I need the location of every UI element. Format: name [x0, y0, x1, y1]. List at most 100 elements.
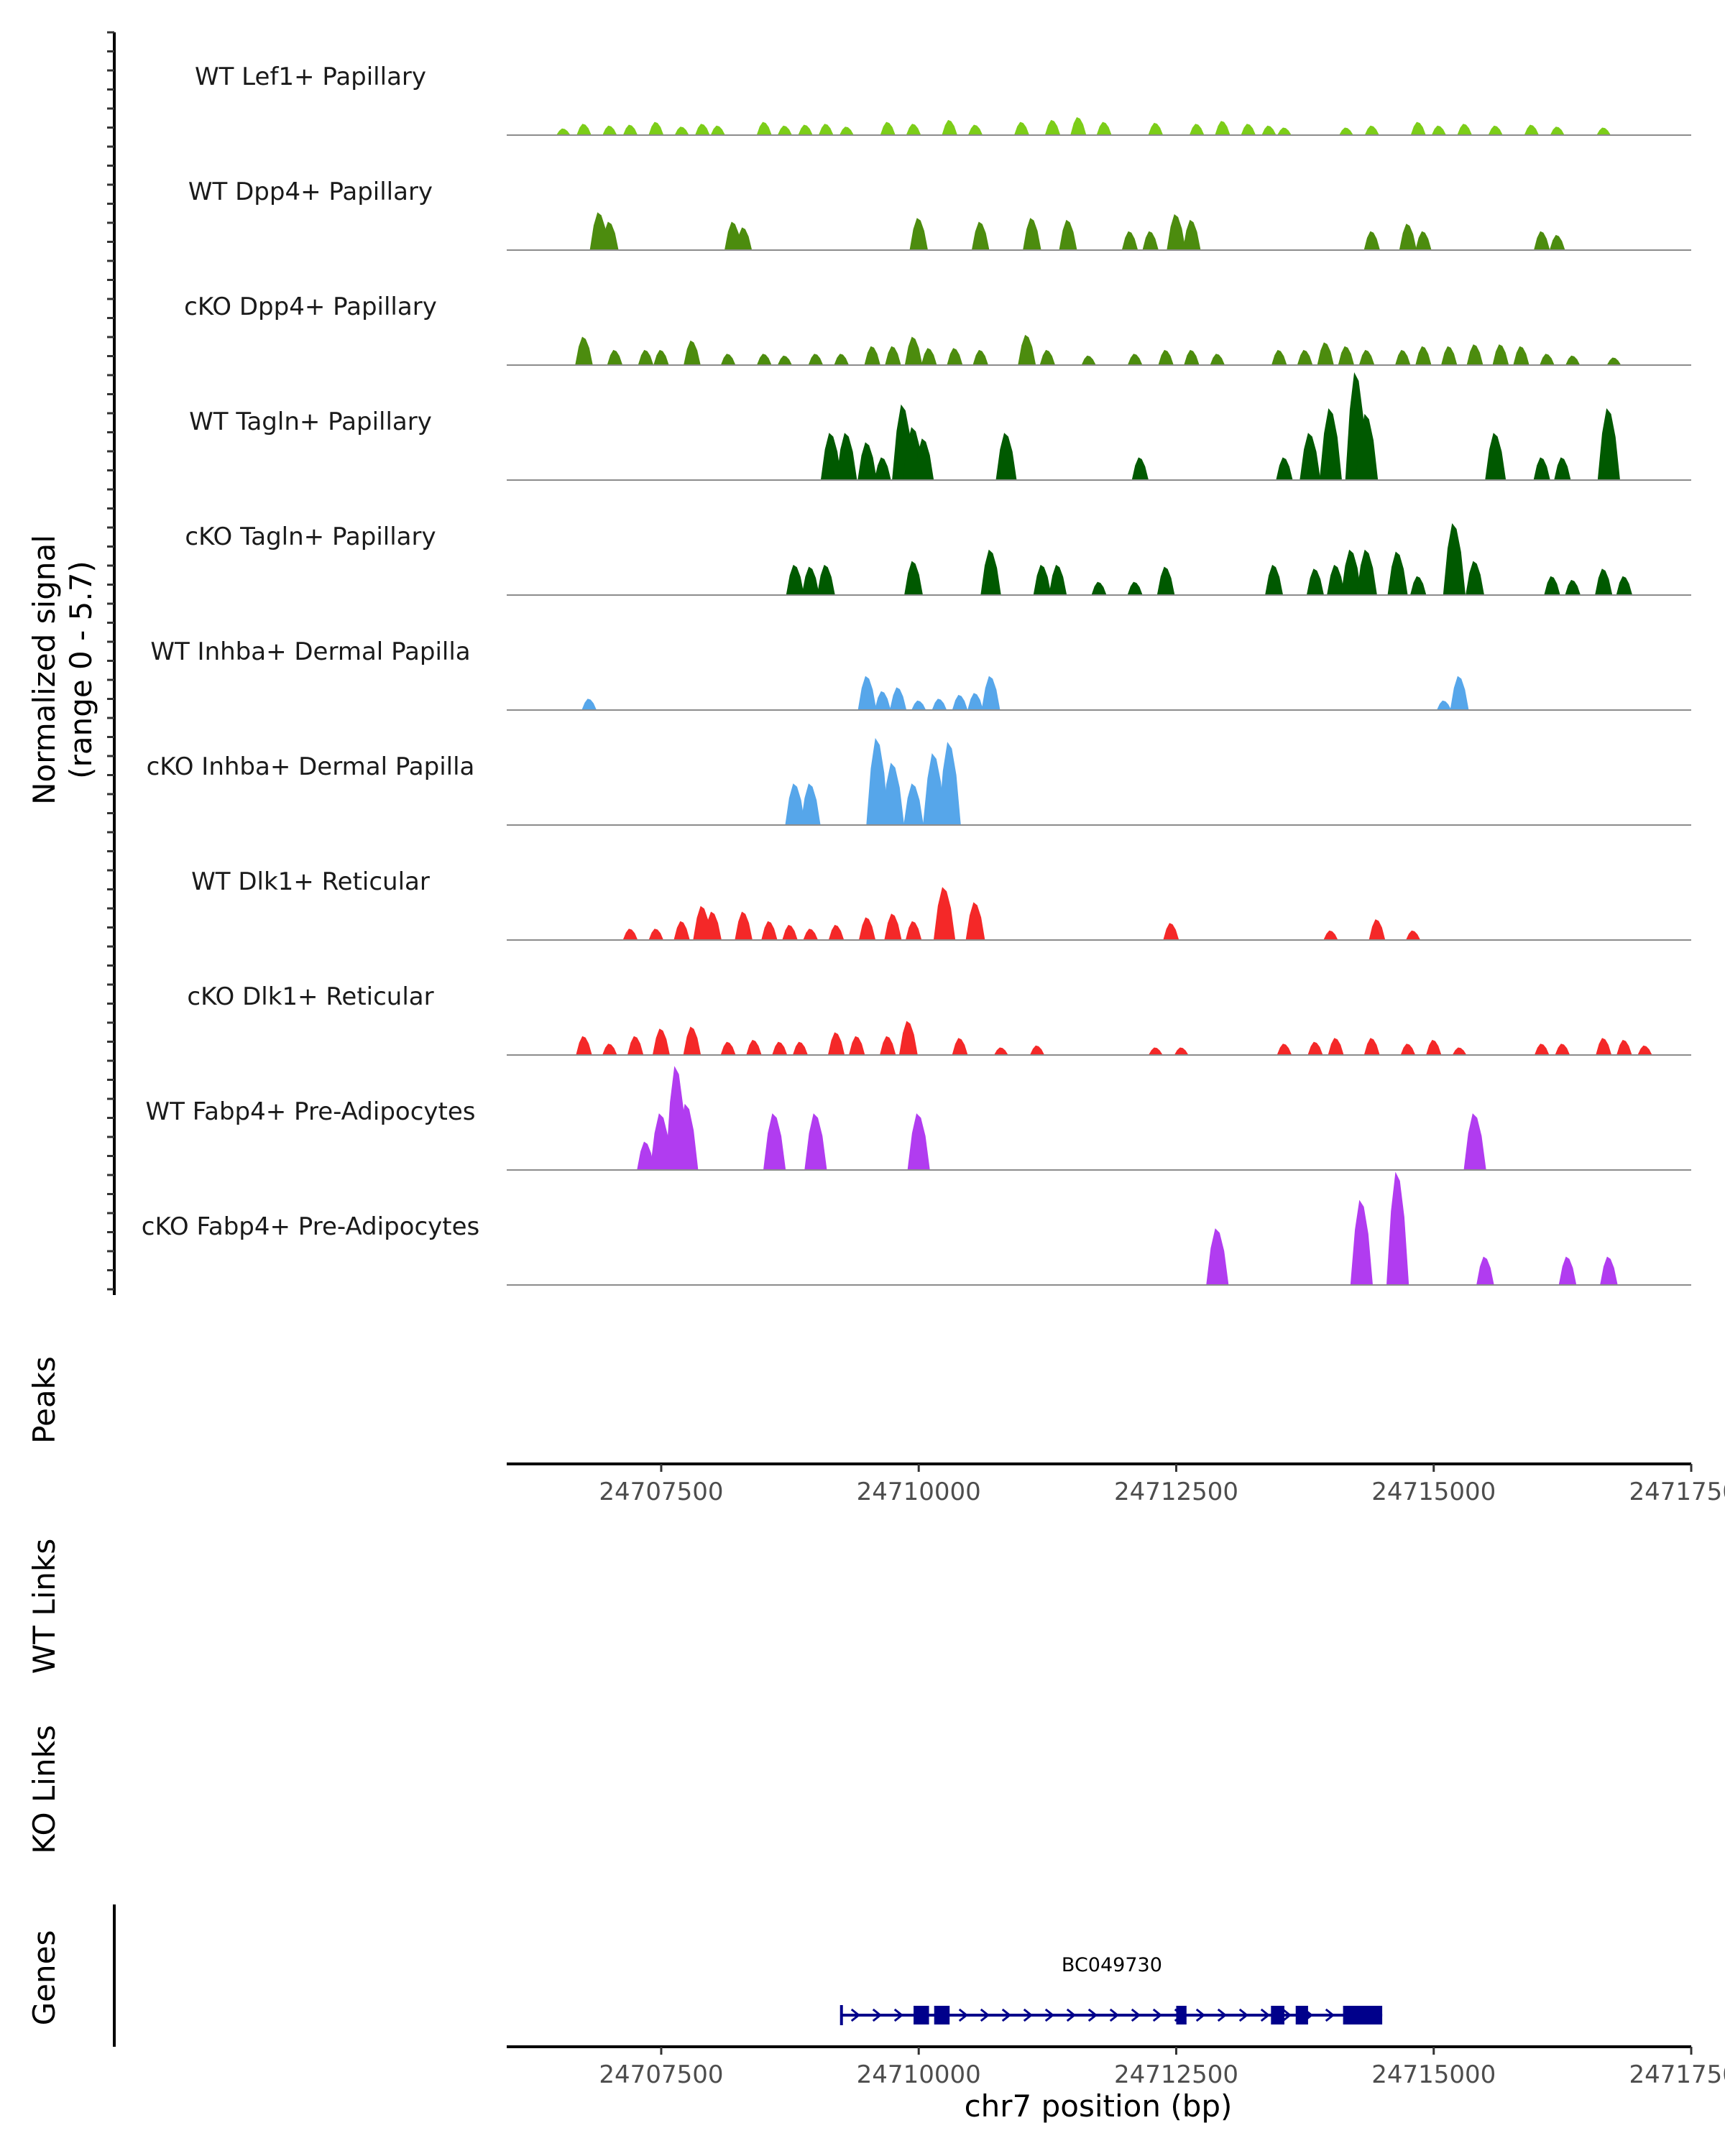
x-axis-label: chr7 position (bp) — [965, 2088, 1233, 2124]
coverage-peak — [980, 549, 1001, 595]
coverage-peak — [1437, 700, 1452, 710]
coverage-peak — [1550, 126, 1565, 135]
coverage-peak — [1215, 121, 1230, 135]
coverage-peak — [1340, 549, 1362, 595]
coverage-peak — [1081, 355, 1096, 365]
strand-arrow — [980, 2008, 990, 2022]
genes-track-label: Genes — [27, 1930, 62, 2026]
coverage-peak — [1457, 124, 1473, 135]
coverage-peak — [864, 346, 880, 365]
strand-arrow — [893, 2008, 904, 2022]
coverage-peak — [622, 124, 638, 135]
coverage-peak — [1276, 1044, 1292, 1055]
coverage-peak — [1306, 568, 1324, 595]
coverage-peak — [1276, 457, 1293, 480]
coverage-peak — [1023, 218, 1041, 250]
coverage-peak — [1463, 1113, 1486, 1170]
coverage-peak — [1596, 1038, 1612, 1055]
coverage-peak — [880, 1036, 896, 1055]
coverage-peak — [898, 1021, 918, 1055]
x-tick-label: 24717500 — [1629, 1478, 1725, 1506]
coverage-peak — [1265, 564, 1284, 595]
y-axis — [107, 31, 116, 1295]
strand-arrow — [1282, 2008, 1292, 2022]
gene-exon — [934, 2006, 950, 2024]
coverage-track: WT Fabp4+ Pre-Adipocytes — [146, 1066, 1691, 1171]
strand-arrow — [1195, 2008, 1206, 2022]
coverage-peak — [622, 929, 638, 940]
coverage-peak — [909, 218, 928, 250]
coverage-peak — [653, 349, 669, 365]
coverage-track: cKO Dpp4+ Papillary — [184, 292, 1691, 366]
coverage-peak — [1182, 219, 1201, 250]
coverage-peak — [808, 354, 824, 365]
gene-exon — [1271, 2006, 1284, 2024]
coverage-peak — [1356, 413, 1379, 480]
coverage-peak — [1400, 1044, 1416, 1055]
coverage-peak — [1596, 127, 1611, 135]
x-tick-label: 24712500 — [1114, 2060, 1238, 2089]
track-label: WT Lef1+ Papillary — [195, 63, 426, 91]
coverage-peak — [857, 676, 877, 710]
coverage-peak — [1014, 121, 1030, 135]
coverage-peak — [905, 921, 922, 940]
y-axis-label: Normalized signal — [27, 535, 62, 805]
track-label: cKO Inhba+ Dermal Papilla — [147, 752, 475, 781]
coverage-peak — [907, 1113, 930, 1170]
y-axis-title: Normalized signal (range 0 - 5.7) — [27, 535, 98, 805]
coverage-peak — [1091, 581, 1107, 595]
peaks-track-label: Peaks — [27, 1356, 62, 1444]
coverage-peak — [921, 348, 937, 365]
coverage-peak — [1488, 125, 1503, 135]
coverage-track: WT Tagln+ Papillary — [189, 372, 1691, 481]
gene-exon — [1176, 2006, 1187, 2024]
coverage-peak — [1452, 1047, 1467, 1055]
coverage-peak — [1410, 121, 1426, 135]
coverage-peak — [648, 121, 664, 135]
coverage-peak — [903, 783, 924, 825]
strand-arrow — [1001, 2008, 1012, 2022]
coverage-peak — [1121, 231, 1138, 250]
strand-arrow — [1023, 2008, 1034, 2022]
coverage-peak — [1241, 124, 1256, 135]
coverage-peak — [684, 340, 701, 365]
coverage-peak — [761, 921, 778, 940]
coverage-peak — [1307, 1041, 1323, 1055]
coverage-peak — [1131, 457, 1149, 480]
coverage-peak — [720, 354, 736, 365]
coverage-peak — [874, 691, 891, 710]
ko-links-track-label: KO Links — [27, 1725, 62, 1854]
coverage-peak — [828, 924, 845, 940]
coverage-peak — [942, 119, 957, 135]
x-tick-label: 24710000 — [857, 1478, 981, 1506]
x-axis-bottom: 24707500 24710000 24712500 24715000 24717500 — [507, 2045, 1725, 2089]
coverage-peak — [1492, 344, 1509, 365]
coverage-track: WT Dpp4+ Papillary — [188, 178, 1691, 251]
coverage-peak — [1039, 349, 1056, 365]
coverage-peak — [786, 564, 804, 595]
strand-arrow — [1152, 2008, 1163, 2022]
coverage-peak — [710, 125, 725, 135]
coverage-peak — [904, 561, 923, 595]
coverage-peak — [1158, 349, 1174, 365]
coverage-track: cKO Dlk1+ Reticular — [187, 982, 1691, 1056]
coverage-track: WT Dlk1+ Reticular — [191, 867, 1691, 941]
coverage-peak — [798, 124, 813, 135]
coverage-peak — [889, 687, 907, 710]
coverage-peak — [1595, 568, 1613, 595]
gene-name-label: BC049730 — [1062, 1954, 1162, 1976]
coverage-peak — [720, 1041, 736, 1055]
wt-links-track-label: WT Links — [27, 1539, 62, 1674]
coverage-peak — [601, 221, 619, 250]
coverage-peak — [676, 1103, 699, 1170]
coverage-peak — [1426, 1039, 1442, 1055]
coverage-peak — [1059, 219, 1077, 250]
track-label: WT Dlk1+ Reticular — [191, 867, 430, 896]
coverage-peak — [803, 929, 819, 940]
coverage-peak — [1368, 919, 1386, 940]
coverage-peak — [777, 355, 792, 365]
y-axis-range-label: (range 0 - 5.7) — [63, 561, 98, 779]
coverage-peak — [1033, 564, 1052, 595]
coverage-peak — [1387, 551, 1408, 595]
